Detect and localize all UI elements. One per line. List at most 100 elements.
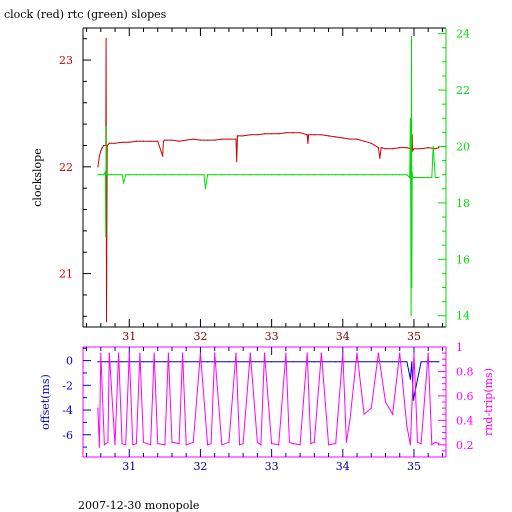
data-point bbox=[377, 361, 379, 363]
data-point bbox=[392, 413, 394, 415]
data-point bbox=[167, 352, 169, 354]
y-left-tick-label: 23 bbox=[59, 54, 73, 67]
data-point bbox=[139, 352, 141, 354]
data-point bbox=[438, 443, 440, 445]
y-right-tick-label: 1 bbox=[456, 341, 463, 354]
data-point bbox=[299, 132, 301, 134]
y-right-tick-label: 20 bbox=[456, 140, 470, 153]
data-point bbox=[107, 361, 109, 363]
data-point bbox=[384, 401, 387, 403]
data-point bbox=[121, 141, 123, 143]
data-point bbox=[431, 176, 433, 179]
data-point bbox=[171, 139, 173, 141]
data-point bbox=[239, 444, 241, 446]
data-point bbox=[97, 361, 99, 363]
data-point bbox=[221, 174, 223, 176]
data-point bbox=[328, 444, 330, 446]
data-point bbox=[399, 174, 401, 176]
data-point bbox=[363, 174, 365, 176]
data-point bbox=[379, 157, 381, 159]
data-point bbox=[242, 443, 244, 445]
data-point bbox=[434, 176, 436, 179]
data-point bbox=[310, 443, 312, 445]
data-point bbox=[242, 135, 244, 137]
data-point bbox=[135, 140, 137, 142]
data-point bbox=[313, 134, 315, 136]
data-point bbox=[236, 160, 238, 163]
data-point bbox=[256, 134, 258, 136]
data-point bbox=[125, 444, 127, 446]
data-point bbox=[285, 352, 287, 354]
data-point bbox=[108, 142, 110, 144]
data-point bbox=[278, 444, 280, 446]
data-point bbox=[342, 137, 344, 139]
data-point bbox=[185, 174, 187, 176]
x-tick-label: 33 bbox=[265, 330, 279, 343]
data-point bbox=[192, 441, 194, 443]
data-point bbox=[107, 174, 109, 176]
data-point bbox=[199, 352, 201, 354]
data-point bbox=[98, 446, 100, 448]
data-point bbox=[412, 399, 414, 401]
data-point bbox=[370, 407, 372, 409]
data-point bbox=[221, 138, 223, 140]
data-point bbox=[349, 174, 351, 176]
data-point bbox=[431, 444, 433, 446]
data-point bbox=[413, 352, 415, 354]
data-point bbox=[235, 352, 237, 354]
data-point bbox=[406, 425, 408, 427]
data-point bbox=[105, 174, 108, 176]
data-point bbox=[427, 352, 429, 354]
data-point bbox=[121, 443, 123, 445]
y-axis-label: clockslope bbox=[31, 148, 44, 206]
data-point bbox=[128, 174, 130, 176]
data-point bbox=[135, 443, 137, 445]
data-point bbox=[97, 407, 99, 409]
x-tick-label: 33 bbox=[265, 460, 279, 473]
y-right-tick-label: 0.6 bbox=[456, 390, 474, 403]
data-point bbox=[356, 361, 358, 363]
data-point bbox=[100, 150, 102, 152]
data-point bbox=[299, 174, 301, 176]
data-point bbox=[185, 139, 187, 141]
data-point bbox=[271, 174, 273, 176]
data-point bbox=[434, 441, 436, 443]
y-right-tick-label: 0.2 bbox=[456, 439, 474, 452]
data-point bbox=[285, 132, 287, 134]
data-point bbox=[306, 352, 308, 354]
data-point bbox=[97, 166, 99, 168]
data-point bbox=[320, 352, 322, 354]
data-point bbox=[434, 148, 436, 150]
x-tick-label: 35 bbox=[407, 330, 421, 343]
data-point bbox=[410, 315, 412, 317]
data-point bbox=[178, 174, 180, 176]
data-point bbox=[228, 441, 230, 443]
data-point bbox=[409, 444, 411, 446]
data-point bbox=[105, 321, 108, 323]
data-point bbox=[128, 141, 130, 143]
x-tick-label: 31 bbox=[122, 460, 136, 473]
y-right-tick-label: 0.4 bbox=[456, 414, 474, 427]
data-point bbox=[204, 188, 206, 190]
data-point bbox=[142, 140, 145, 142]
data-point bbox=[356, 174, 358, 176]
data-point bbox=[214, 174, 216, 176]
data-point bbox=[157, 443, 159, 445]
data-point bbox=[207, 444, 209, 446]
data-point bbox=[313, 441, 315, 443]
data-point bbox=[411, 286, 413, 289]
data-point bbox=[328, 135, 330, 137]
data-point bbox=[125, 174, 127, 176]
data-point bbox=[307, 142, 309, 144]
data-point bbox=[263, 352, 266, 354]
y-right-tick-label: 16 bbox=[456, 253, 470, 266]
data-point bbox=[128, 352, 130, 354]
footer-label: 2007-12-30 monopole bbox=[78, 499, 200, 512]
data-point bbox=[377, 147, 379, 149]
data-point bbox=[178, 140, 180, 142]
data-point bbox=[114, 142, 116, 144]
data-point bbox=[420, 443, 422, 445]
x-tick-label: 32 bbox=[193, 460, 207, 473]
data-point bbox=[313, 361, 315, 363]
data-point bbox=[278, 174, 280, 176]
